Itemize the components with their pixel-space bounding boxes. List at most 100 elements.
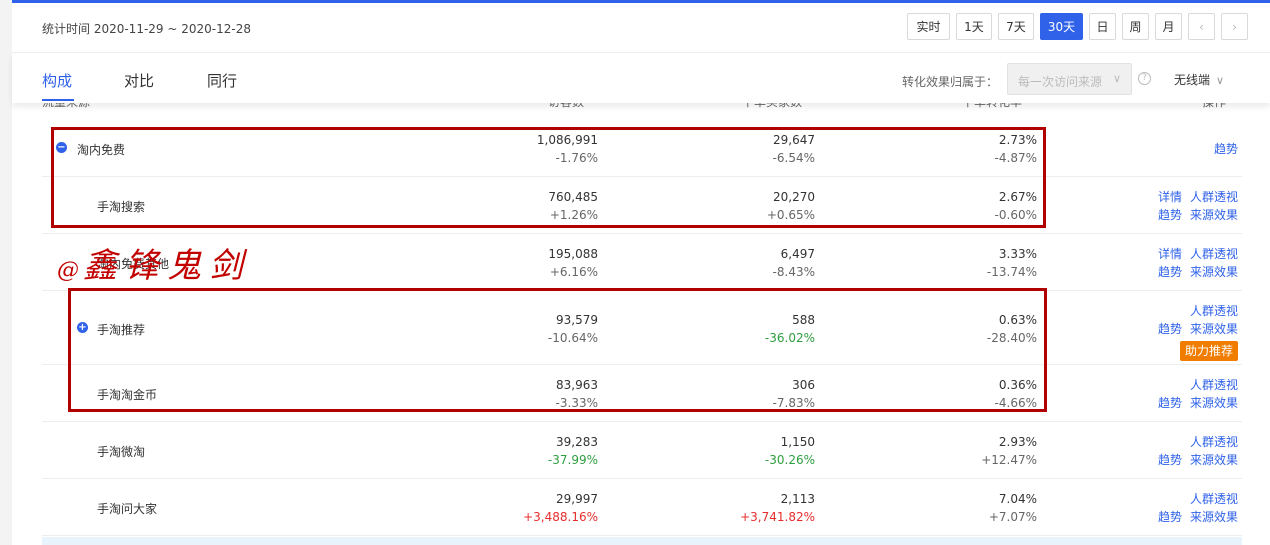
- effect-link[interactable]: 来源效果: [1189, 208, 1238, 222]
- crowd-link[interactable]: 人群透视: [1189, 492, 1238, 506]
- time-btn-7day[interactable]: 7天: [998, 13, 1034, 40]
- visitors-cell: 39,283 -37.99%: [478, 433, 598, 469]
- effect-link[interactable]: 来源效果: [1189, 265, 1238, 279]
- tab-peers[interactable]: 同行: [207, 72, 238, 90]
- visitors-cell: 29,997 +3,488.16%: [478, 490, 598, 526]
- rate-change: -0.60%: [994, 208, 1037, 222]
- rate-change: +12.47%: [981, 453, 1037, 467]
- crowd-link[interactable]: 人群透视: [1189, 435, 1238, 449]
- buyers-value: 1,150: [780, 435, 815, 449]
- tab-composition[interactable]: 构成: [42, 72, 73, 90]
- crowd-link[interactable]: 人群透视: [1189, 247, 1238, 261]
- device-value: 无线端: [1174, 73, 1211, 87]
- source-name: 淘内免费其他: [97, 257, 170, 271]
- device-select[interactable]: 无线端 ∨: [1174, 71, 1224, 88]
- time-btn-month[interactable]: 月: [1155, 13, 1182, 40]
- effect-link[interactable]: 来源效果: [1189, 322, 1238, 336]
- tabs-row: 构成 对比 同行 转化效果归属于： 每一次访问来源 ∨ ? 无线端 ∨: [12, 53, 1270, 103]
- source-name: 手淘推荐: [97, 323, 146, 337]
- visitors-cell: 83,963 -3.33%: [478, 376, 598, 412]
- rate-change: -28.40%: [986, 331, 1037, 345]
- trend-link[interactable]: 趋势: [1213, 142, 1238, 156]
- visitors-change: -1.76%: [555, 151, 598, 165]
- rate-change: -4.87%: [994, 151, 1037, 165]
- effect-link[interactable]: 来源效果: [1189, 396, 1238, 410]
- watermark-text: 鑫锋鬼剑: [83, 246, 251, 286]
- crowd-link[interactable]: 人群透视: [1189, 304, 1238, 318]
- attribution-label: 转化效果归属于：: [902, 75, 999, 89]
- time-btn-day[interactable]: 日: [1089, 13, 1116, 40]
- buyers-change: +0.65%: [766, 208, 815, 222]
- rate-cell: 2.67% -0.60%: [917, 188, 1037, 224]
- buyers-change: +3,741.82%: [740, 510, 815, 524]
- source-name: 手淘淘金币: [97, 388, 158, 402]
- stat-time: 统计时间 2020-11-29 ~ 2020-12-28: [42, 22, 251, 36]
- rate-value: 7.04%: [998, 492, 1037, 506]
- trend-link[interactable]: 趋势: [1157, 453, 1182, 467]
- visitors-cell: 195,088 +6.16%: [478, 245, 598, 281]
- time-btn-1day[interactable]: 1天: [956, 13, 992, 40]
- row-ops: 趋势: [1118, 140, 1238, 158]
- table-row: 手淘微淘 39,283 -37.99% 1,150 -30.26% 2.93% +12…: [42, 422, 1242, 479]
- effect-link[interactable]: 来源效果: [1189, 453, 1238, 467]
- buyers-cell: 1,150 -30.26%: [695, 433, 815, 469]
- time-btn-week[interactable]: 周: [1122, 13, 1149, 40]
- help-icon[interactable]: ?: [1138, 72, 1151, 85]
- rate-value: 0.36%: [998, 378, 1037, 392]
- rate-cell: 3.33% -13.74%: [917, 245, 1037, 281]
- row-ops: 人群透视 趋势 来源效果: [1118, 376, 1238, 412]
- row-ops: 人群透视 趋势 来源效果: [1118, 490, 1238, 526]
- visitors-change: -3.33%: [555, 396, 598, 410]
- detail-link[interactable]: 详情: [1157, 247, 1182, 261]
- visitors-value: 760,485: [548, 190, 598, 204]
- rate-cell: 7.04% +7.07%: [917, 490, 1037, 526]
- visitors-change: +1.26%: [549, 208, 598, 222]
- traffic-source-panel: 统计时间 2020-11-29 ~ 2020-12-28 实时 1天 7天 30…: [12, 0, 1270, 545]
- rate-cell: 0.36% -4.66%: [917, 376, 1037, 412]
- visitors-value: 195,088: [548, 247, 598, 261]
- watermark-at: @: [57, 258, 79, 283]
- buyers-cell: 6,497 -8.43%: [695, 245, 815, 281]
- buyers-value: 2,113: [780, 492, 815, 506]
- visitors-cell: 760,485 +1.26%: [478, 188, 598, 224]
- rate-value: 2.73%: [998, 133, 1037, 147]
- visitors-change: -10.64%: [547, 331, 598, 345]
- table-row: 手淘问大家 29,997 +3,488.16% 2,113 +3,741.82% 7…: [42, 479, 1242, 536]
- watermark: @ 鑫锋鬼剑: [57, 238, 251, 287]
- expand-icon[interactable]: +: [77, 322, 88, 333]
- effect-link[interactable]: 来源效果: [1189, 510, 1238, 524]
- rate-cell: 0.63% -28.40%: [917, 311, 1037, 347]
- chevron-down-icon: ∨: [1112, 72, 1121, 85]
- buyers-cell: 2,113 +3,741.82%: [695, 490, 815, 526]
- trend-link[interactable]: 趋势: [1157, 396, 1182, 410]
- time-range-buttons: 实时 1天 7天 30天 日 周 月 ‹ ›: [907, 13, 1248, 40]
- trend-link[interactable]: 趋势: [1157, 322, 1182, 336]
- detail-link[interactable]: 详情: [1157, 190, 1182, 204]
- trend-link[interactable]: 趋势: [1157, 265, 1182, 279]
- boost-recommend-badge[interactable]: 助力推荐: [1179, 341, 1238, 361]
- rate-cell: 2.73% -4.87%: [917, 131, 1037, 167]
- buyers-value: 20,270: [773, 190, 815, 204]
- buyers-cell: 29,647 -6.54%: [695, 131, 815, 167]
- trend-link[interactable]: 趋势: [1157, 510, 1182, 524]
- time-btn-realtime[interactable]: 实时: [907, 13, 950, 40]
- next-arrow-icon[interactable]: ›: [1221, 13, 1248, 40]
- collapse-icon[interactable]: −: [56, 142, 67, 153]
- prev-arrow-icon[interactable]: ‹: [1188, 13, 1215, 40]
- visitors-value: 29,997: [556, 492, 598, 506]
- row-ops: 人群透视 趋势 来源效果 助力推荐: [1118, 302, 1238, 361]
- crowd-link[interactable]: 人群透视: [1189, 378, 1238, 392]
- source-name: 手淘搜索: [97, 200, 146, 214]
- buyers-value: 306: [792, 378, 815, 392]
- rate-change: -4.66%: [994, 396, 1037, 410]
- visitors-change: +3,488.16%: [523, 510, 598, 524]
- tab-compare[interactable]: 对比: [124, 72, 155, 90]
- time-btn-30day[interactable]: 30天: [1040, 13, 1083, 40]
- table-row: + 手淘推荐 93,579 -10.64% 588 -36.02% 0.63% -28…: [42, 291, 1242, 365]
- crowd-link[interactable]: 人群透视: [1189, 190, 1238, 204]
- rate-cell: 2.93% +12.47%: [917, 433, 1037, 469]
- trend-link[interactable]: 趋势: [1157, 208, 1182, 222]
- buyers-cell: 588 -36.02%: [695, 311, 815, 347]
- row-ops: 人群透视 趋势 来源效果: [1118, 433, 1238, 469]
- attribution-select[interactable]: 每一次访问来源 ∨: [1007, 63, 1132, 95]
